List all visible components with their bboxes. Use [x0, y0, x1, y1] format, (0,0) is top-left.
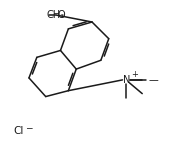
Text: +: + — [131, 70, 138, 79]
Text: O: O — [58, 10, 65, 20]
Text: −: − — [25, 123, 33, 132]
Text: Cl: Cl — [13, 126, 24, 136]
Text: —: — — [148, 75, 158, 85]
Text: N: N — [123, 75, 130, 85]
Text: CH₃: CH₃ — [47, 10, 65, 20]
